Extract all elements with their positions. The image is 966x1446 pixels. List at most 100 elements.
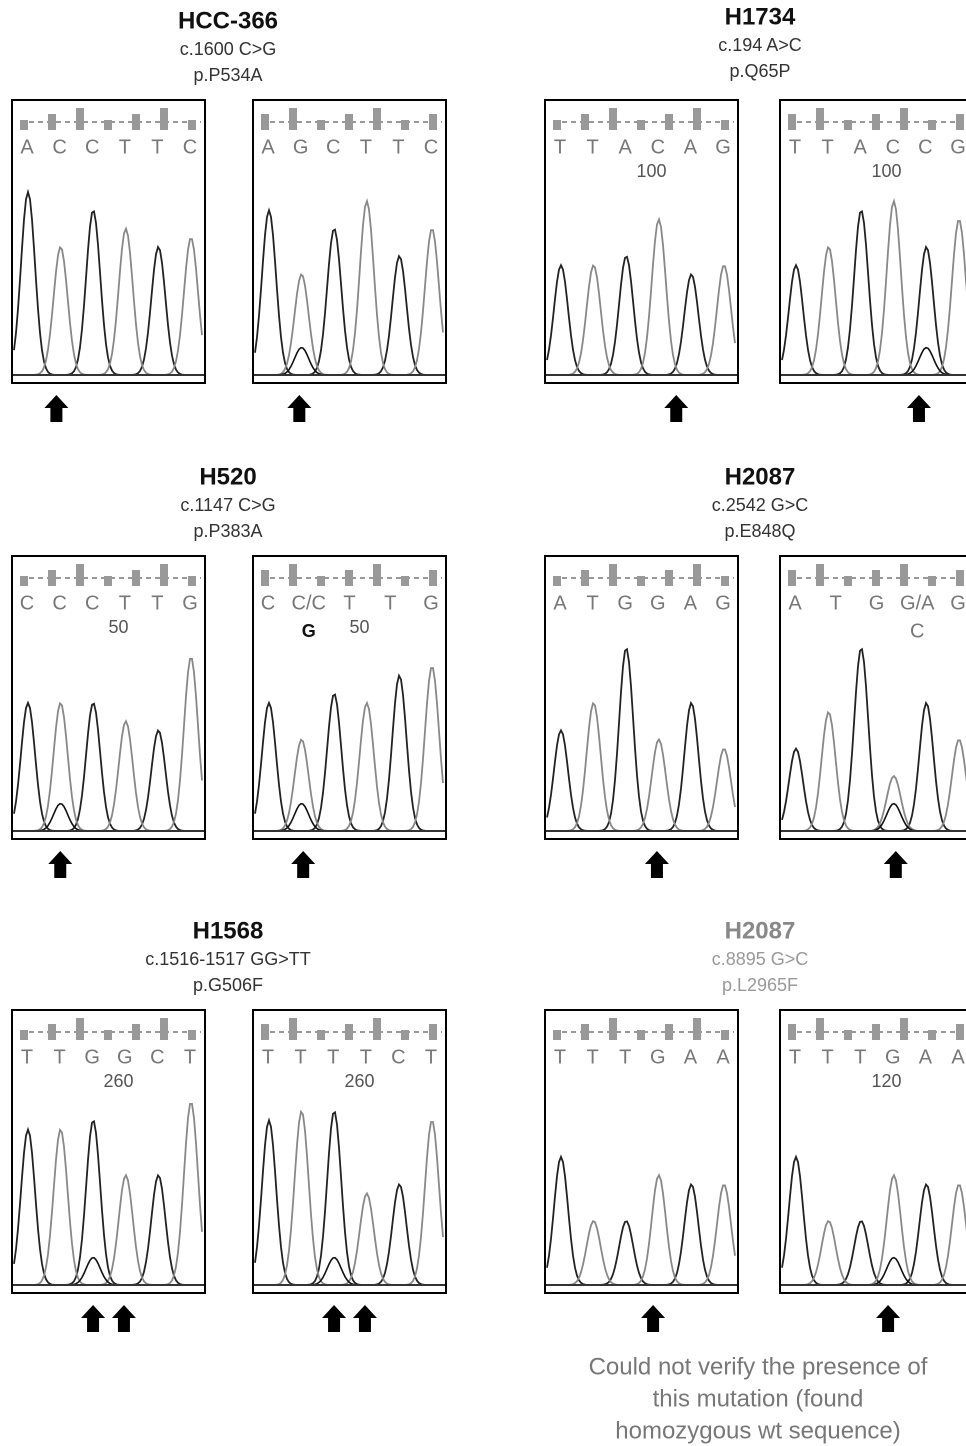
quality-bar [788,1024,796,1040]
protein-change: p.G506F [193,975,263,995]
quality-bar [104,1030,112,1040]
trace: CCCTTG50 [12,556,205,878]
quality-bar [928,120,936,130]
quality-bar [289,564,297,586]
trace: TTTGAA [545,1010,738,1332]
quality-bar [345,570,353,586]
arrow [44,395,68,422]
quality-bar [637,1030,645,1040]
quality-bar [261,570,269,586]
base-call: G [715,136,731,158]
quality-bar [160,564,168,586]
quality-bar [872,1024,880,1040]
panel: H1568c.1516-1517 GG>TTp.G506FTTGGCT260TT… [12,917,446,1332]
quality-bar [816,108,824,130]
protein-change: p.P534A [193,65,262,85]
quality-bar [160,1018,168,1040]
base-call: T [53,1046,65,1068]
quality-bar [956,1024,964,1040]
panel: H520c.1147 C>Gp.P383ACCCTTG50CC/CTTGG50 [12,463,446,878]
base-call: A [684,136,698,158]
base-call: C [424,136,438,158]
base-call: G [650,592,666,614]
quality-bar [188,120,196,130]
quality-bar [788,114,796,130]
panel-title: H520 [199,463,256,490]
base-position: 260 [103,1071,133,1091]
quality-bar [401,120,409,130]
base-call: T [119,592,131,614]
quality-bar [345,1024,353,1040]
quality-bar [581,114,589,130]
panel-title: H1568 [193,917,264,944]
quality-bar [665,570,673,586]
secondary-base: G [302,621,316,641]
base-call: T [384,592,396,614]
base-call: G/A [900,592,935,614]
panel: H2087c.2542 G>Cp.E848QATGGAGATGG/AGC [545,463,966,878]
trace: TTTGAA120 [780,1010,966,1332]
base-call: T [21,1046,33,1068]
quality-bar [317,576,325,586]
base-call: T [789,1046,801,1068]
base-call: G [950,136,966,158]
quality-bar [609,108,617,130]
protein-change: p.P383A [193,521,262,541]
panel-title: HCC-366 [178,7,278,34]
base-call: G [293,136,309,158]
base-call: T [119,136,131,158]
base-call: T [821,136,833,158]
quality-bar [872,114,880,130]
base-call: T [854,1046,866,1068]
trace-frame [545,556,738,839]
note-line: Could not verify the presence of [589,1353,928,1380]
trace: AGCTTC [253,100,446,422]
quality-bar [373,108,381,130]
base-call: T [789,136,801,158]
quality-bar [956,114,964,130]
panel-title: H1734 [725,3,796,30]
protein-change: p.Q65P [729,61,790,81]
quality-bar [693,564,701,586]
arrow [48,851,72,878]
quality-bar [401,576,409,586]
base-position: 260 [344,1071,374,1091]
cdna-change: c.1147 C>G [180,495,275,515]
base-call: C [85,592,99,614]
quality-bar [693,1018,701,1040]
quality-bar [553,120,561,130]
base-call: G [950,592,966,614]
base-call: C [85,136,99,158]
base-call: C [918,136,932,158]
arrow [645,851,669,878]
base-call: T [830,592,842,614]
trace-frame [545,1010,738,1293]
arrow [287,395,311,422]
arrow [664,395,688,422]
arrow [641,1305,665,1332]
base-call: A [20,136,34,158]
base-call: T [821,1046,833,1068]
quality-bar [721,576,729,586]
base-call: T [586,592,598,614]
base-call: C [183,136,197,158]
base-call: T [619,1046,631,1068]
base-call: A [553,592,567,614]
quality-bar [900,1018,908,1040]
figure: Could not verify the presence of this mu… [0,0,966,1446]
page: {"panels": [ {"title": "HCC-366", "cdna"… [0,0,966,1446]
quality-bar [160,108,168,130]
quality-bar [401,1030,409,1040]
panel-title: H2087 [725,917,796,944]
quality-bar [76,108,84,130]
base-call: C [651,136,665,158]
base-call: T [586,136,598,158]
base-call: A [261,136,275,158]
base-call: A [684,592,698,614]
quality-bar [665,114,673,130]
trace: ACCTTC [12,100,205,422]
base-position: 50 [349,617,369,637]
base-call: A [619,136,633,158]
base-call: T [554,136,566,158]
